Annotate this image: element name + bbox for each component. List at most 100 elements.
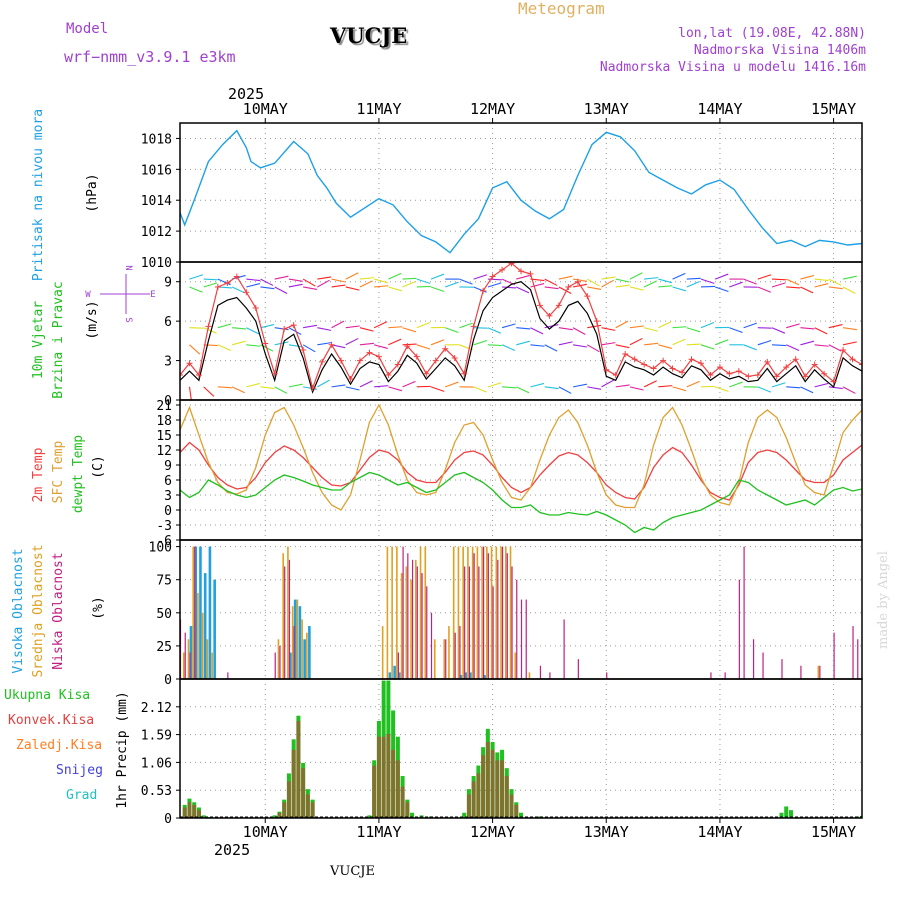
precip-conv-bar: [372, 766, 376, 818]
wind-arrow: [189, 287, 202, 292]
cloud-high-bar: [308, 626, 311, 679]
wind-arrow: [701, 322, 714, 327]
day-label-bottom-11may: 11MAY: [356, 823, 401, 841]
cloud-mid-bar: [491, 547, 493, 679]
wind-arrow: [687, 282, 700, 287]
cloud-axis-title-2: Srednja Oblacnost: [31, 544, 46, 677]
wind-arrow: [559, 387, 571, 394]
cloud-mid-bar: [202, 613, 204, 679]
day-label-bottom-15may: 15MAY: [811, 823, 856, 841]
cloud-low-bar: [459, 626, 460, 679]
wind-arrow: [346, 326, 360, 328]
precip-conv-bar: [386, 734, 390, 818]
wind-gust-marker: [622, 351, 628, 357]
precip-conv-bar: [311, 802, 315, 818]
wind-arrow: [431, 274, 444, 279]
wind-gust-marker: [471, 323, 477, 329]
cloud-mid-bar: [297, 600, 299, 679]
wind-arrow: [772, 279, 786, 280]
cloud-mid-bar: [301, 619, 303, 679]
wind-arrow: [673, 387, 686, 391]
wind-arrow: [474, 275, 487, 279]
y-tick-label: 9: [164, 459, 172, 474]
day-label-top-15may: 15MAY: [811, 100, 856, 118]
wind-arrow: [715, 274, 728, 279]
wind-arrow: [616, 385, 630, 387]
wind-arrow: [644, 381, 657, 387]
wind-arrow: [204, 283, 217, 287]
cloud-low-bar: [478, 566, 479, 679]
wind-arrow: [573, 279, 587, 281]
wind-arrow: [502, 324, 515, 328]
wind-arrow: [559, 328, 573, 330]
wind-arrow: [644, 328, 658, 331]
cloud-low-bar: [279, 646, 280, 679]
wind-arrow: [658, 286, 672, 287]
wind-arrow: [658, 322, 671, 328]
y-tick-label: 2.12: [141, 701, 172, 716]
precip-conv-bar: [467, 794, 471, 818]
wind-arrow: [431, 387, 444, 392]
wind-arrow: [800, 275, 814, 279]
wind-arrow: [474, 387, 487, 392]
wind-arrow: [587, 387, 601, 389]
wind-axis-unit: (m/s): [85, 300, 100, 339]
wind-arrow: [445, 382, 458, 387]
precip-conv-bar: [505, 776, 509, 818]
wind-arrow: [786, 279, 799, 285]
station-title: VUCJE: [329, 23, 407, 48]
wind-arrow: [729, 328, 742, 333]
cloud-low-bar: [710, 672, 711, 679]
y-tick-label: 100: [149, 541, 172, 556]
precip-panel: 00.531.061.592.12: [141, 679, 864, 827]
wind-arrow: [602, 277, 616, 279]
wind-gust-marker: [319, 359, 325, 365]
precip-conv-bar: [282, 802, 286, 818]
wind-gust-marker: [745, 373, 751, 379]
wind-arrow: [374, 345, 388, 349]
precip-axis-title: 1hr Precip (mm): [115, 691, 130, 808]
cloud-high-bar: [199, 547, 202, 679]
wind-arrow: [630, 326, 644, 328]
cloud-mid-bar: [424, 547, 426, 679]
compass-west: W: [85, 290, 91, 300]
wind-arrow: [388, 387, 401, 391]
cloud-low-bar: [289, 560, 290, 679]
cloud-low-bar: [417, 566, 418, 679]
wind-arrow: [772, 283, 785, 287]
wind-arrow: [602, 328, 616, 331]
wind-arrow: [275, 387, 287, 394]
y-tick-label: 3: [164, 489, 172, 504]
cloud-mid-bar: [467, 547, 469, 679]
wind-arrow: [616, 321, 628, 328]
cloud-axis-unit: (%): [91, 596, 106, 619]
wind-gust-marker: [291, 322, 297, 328]
cloud-low-bar: [497, 560, 498, 679]
precip-conv-bar: [481, 755, 485, 818]
cloud-low-bar: [578, 659, 579, 679]
cloud-mid-bar: [415, 560, 417, 679]
y-tick-label: 1010: [141, 256, 172, 271]
cloud-low-bar: [398, 653, 399, 679]
cloud-mid-bar: [382, 626, 384, 679]
wind-arrow: [360, 281, 373, 287]
wind-arrow: [786, 287, 800, 288]
cloud-mid-bar: [505, 547, 507, 679]
wind-arrow: [630, 387, 644, 390]
cloud-mid-bar: [401, 573, 403, 679]
wind-arrow: [403, 344, 417, 345]
cloud-mid-bar: [292, 606, 294, 679]
wind-arrow: [360, 343, 374, 344]
y-tick-label: 21: [156, 399, 172, 414]
wind-arrow: [687, 328, 700, 332]
cloud-high-bar: [213, 580, 216, 679]
wind-arrow: [388, 327, 402, 328]
wind-arrow: [261, 279, 273, 285]
wind-arrow: [829, 387, 843, 389]
precip-conv-bar: [382, 737, 386, 818]
wind-arrow: [729, 282, 742, 287]
precip-conv-bar: [292, 750, 296, 818]
wind-arrow: [673, 339, 686, 345]
wind-arrow: [189, 275, 202, 279]
